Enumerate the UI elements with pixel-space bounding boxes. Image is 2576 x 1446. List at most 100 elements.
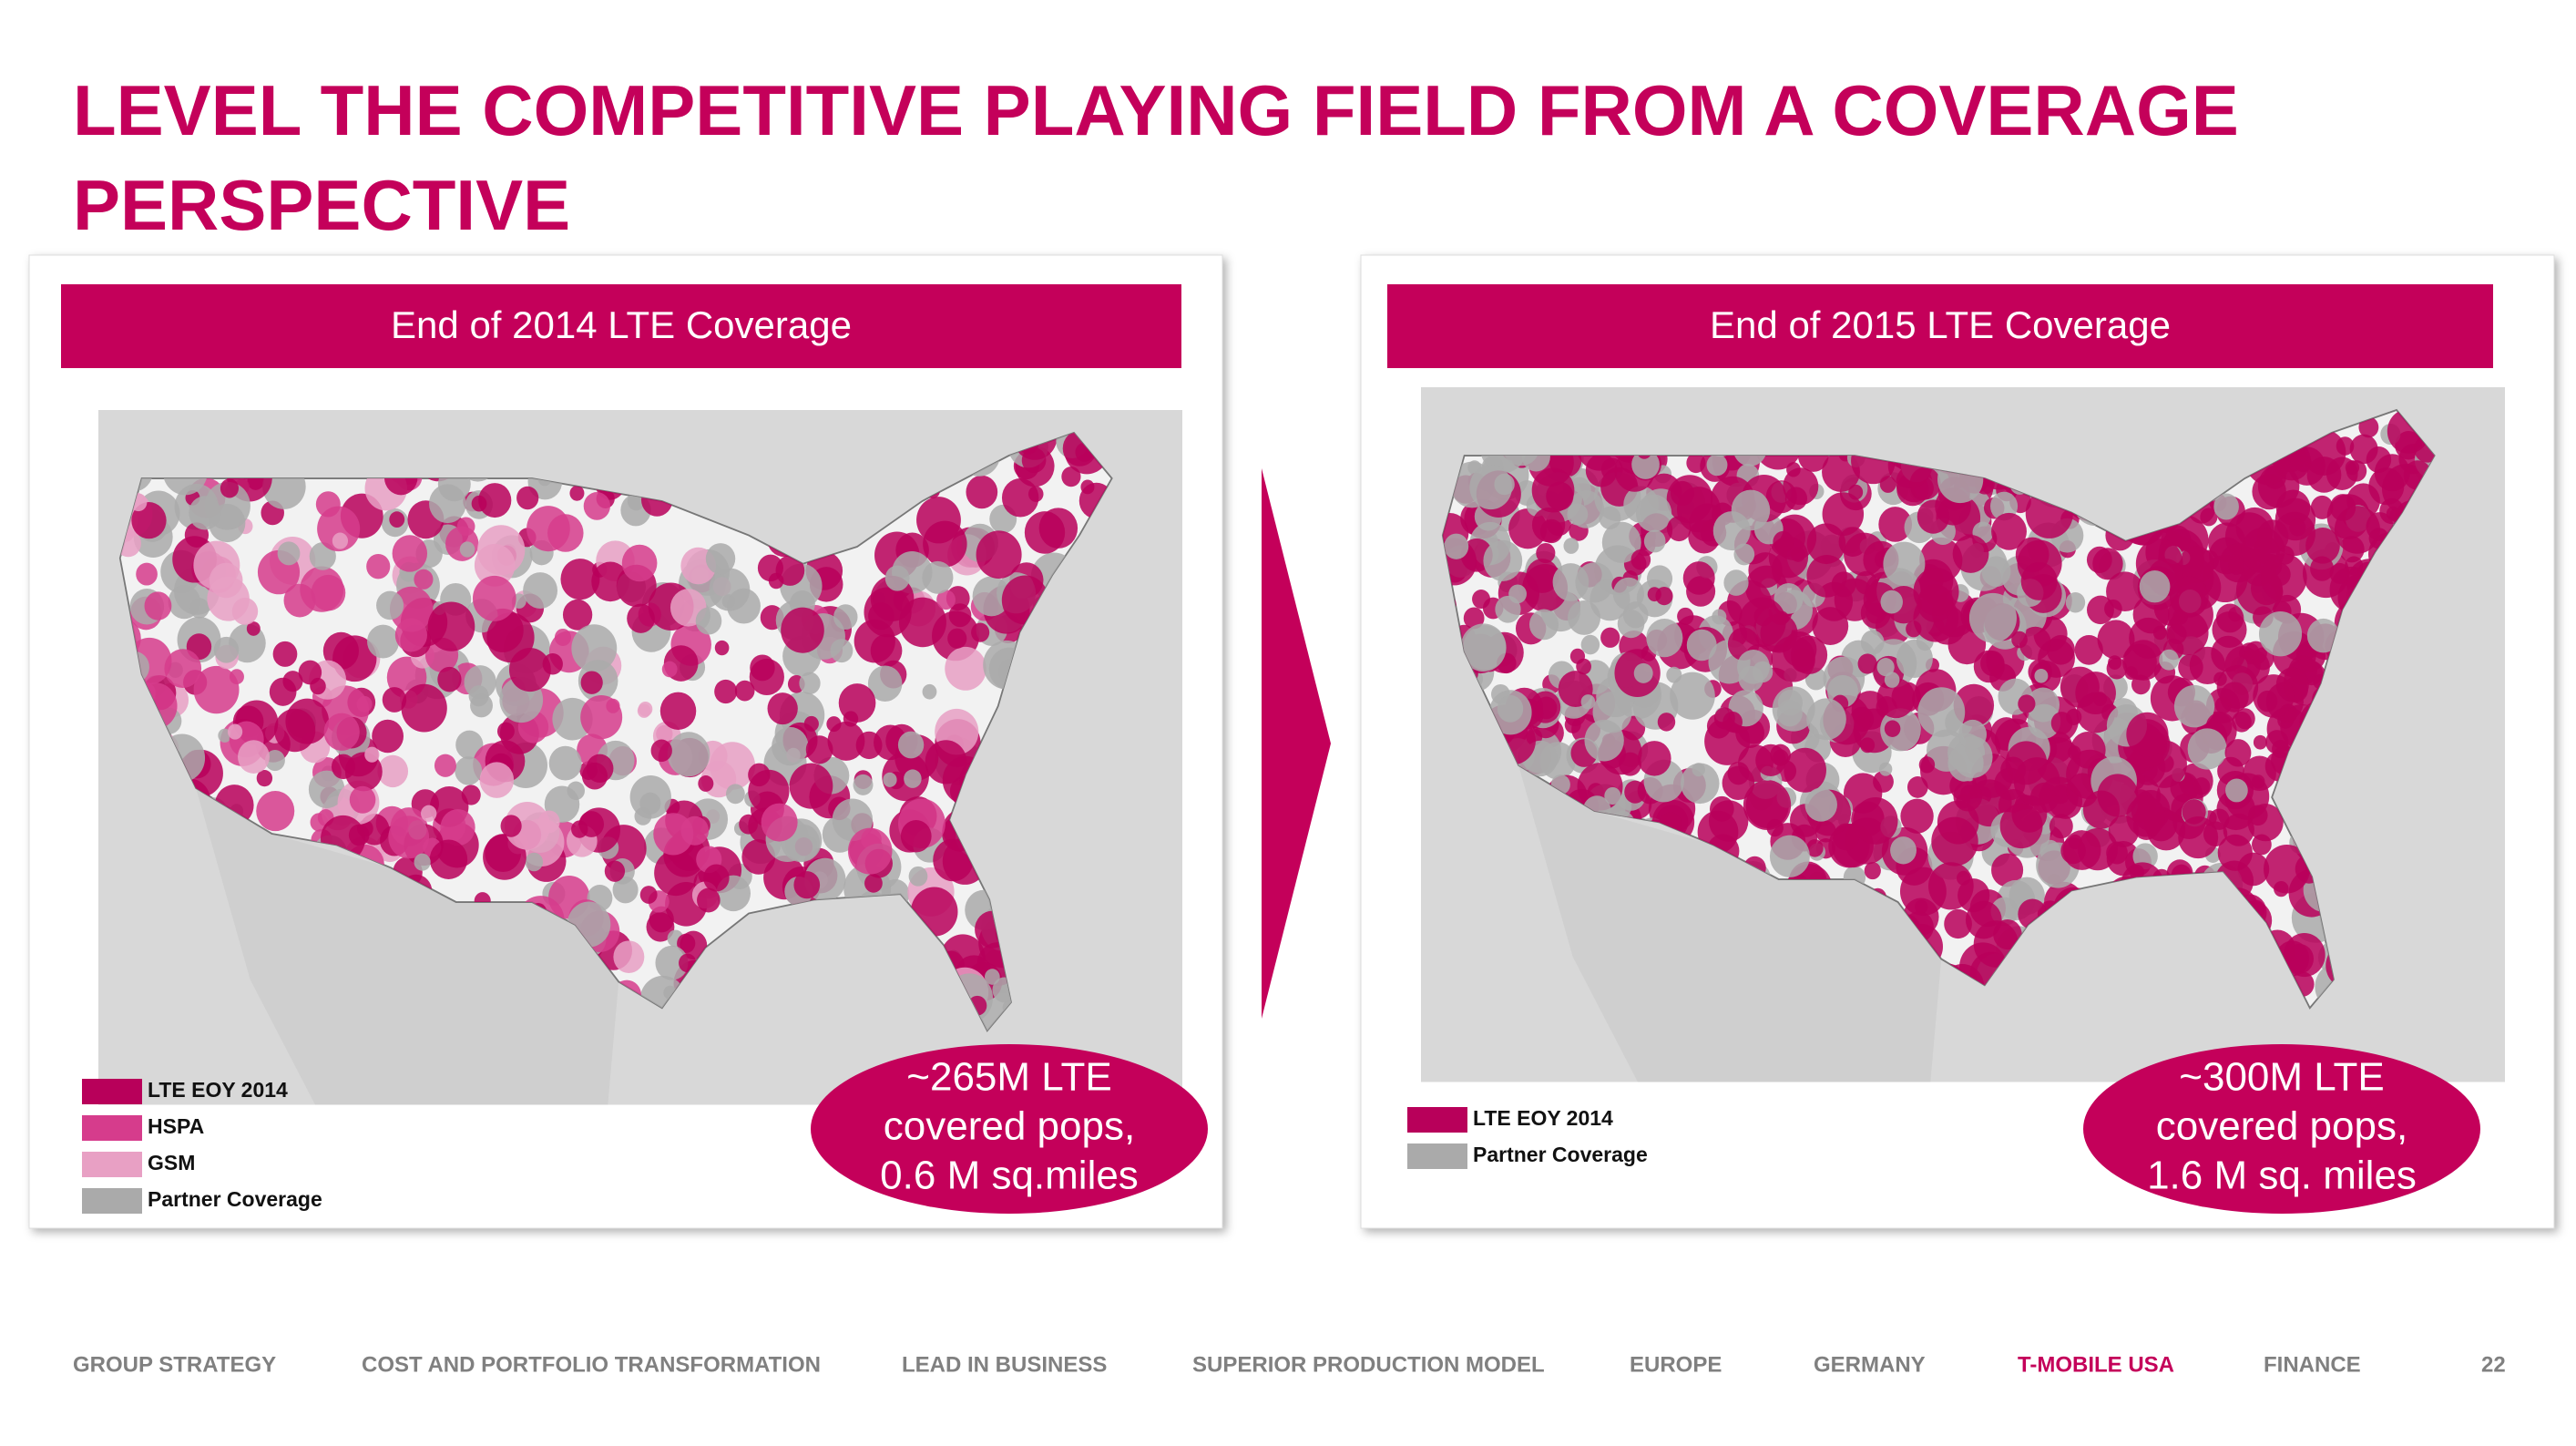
coverage-blob xyxy=(470,693,493,718)
legend-swatch xyxy=(82,1152,142,1177)
coverage-blob xyxy=(1958,878,1990,913)
coverage-blob xyxy=(164,649,202,689)
coverage-blob xyxy=(727,588,761,624)
coverage-blob xyxy=(1991,853,2024,887)
callout-text: covered pops, xyxy=(2156,1104,2407,1149)
coverage-blob xyxy=(726,784,745,805)
coverage-blob xyxy=(1526,559,1559,593)
coverage-blob xyxy=(414,569,434,590)
coverage-blob xyxy=(948,603,972,628)
coverage-blob xyxy=(1880,708,1921,752)
coverage-blob xyxy=(554,628,571,646)
mexico xyxy=(1518,765,1942,1082)
coverage-blob xyxy=(2305,528,2340,564)
coverage-blob xyxy=(1873,770,1894,793)
coverage-blob xyxy=(922,683,937,700)
coverage-blob xyxy=(131,502,167,539)
coverage-blob xyxy=(741,839,776,875)
coverage-blob xyxy=(2306,618,2340,653)
coverage-blob xyxy=(1713,707,1735,730)
coverage-blob xyxy=(1666,516,1692,542)
coverage-blob xyxy=(525,852,544,872)
coverage-blob xyxy=(298,660,322,685)
coverage-blob xyxy=(2139,570,2171,603)
coverage-blob xyxy=(2334,506,2381,554)
coverage-blob xyxy=(789,763,833,809)
coverage-blob xyxy=(2178,546,2214,584)
coverage-blob xyxy=(2019,626,2051,661)
coverage-blob xyxy=(853,774,874,795)
coverage-blob xyxy=(680,930,708,960)
nav-item: COST AND PORTFOLIO TRANSFORMATION xyxy=(362,1352,821,1377)
coverage-blob xyxy=(2345,460,2360,476)
coverage-blob xyxy=(2046,634,2075,665)
coverage-blob xyxy=(1931,816,1978,867)
coverage-blob xyxy=(364,746,380,763)
coverage-blob xyxy=(1769,835,1810,877)
nav-item: GERMANY xyxy=(1814,1352,1926,1377)
coverage-blob xyxy=(1857,653,1877,674)
coverage-blob xyxy=(389,511,405,528)
coverage-blob xyxy=(667,732,710,777)
coverage-blob xyxy=(2167,623,2187,645)
coverage-blob xyxy=(1884,720,1901,737)
coverage-blob xyxy=(803,715,819,732)
coverage-blob xyxy=(827,721,865,761)
coverage-blob xyxy=(272,641,298,667)
footer: GROUP STRATEGY COST AND PORTFOLIO TRANSFO… xyxy=(73,1352,2506,1377)
coverage-blob xyxy=(2264,844,2311,894)
coverage-blob xyxy=(1906,776,1928,798)
coverage-blob xyxy=(168,585,201,620)
coverage-blob xyxy=(1670,480,1694,507)
coverage-blob xyxy=(2067,745,2081,760)
coverage-blob xyxy=(1563,538,1579,554)
coverage-blob xyxy=(799,672,821,695)
coverage-blob xyxy=(277,541,301,566)
callout-text: covered pops, xyxy=(884,1104,1135,1149)
coverage-blob xyxy=(627,603,655,633)
coverage-blob xyxy=(282,671,303,692)
coverage-blob xyxy=(414,853,431,871)
coverage-blob xyxy=(1460,623,1507,672)
coverage-blob xyxy=(562,599,593,631)
coverage-blob xyxy=(2253,734,2267,750)
legend-swatch xyxy=(82,1188,142,1214)
coverage-blob xyxy=(332,532,349,549)
coverage-blob xyxy=(923,520,967,568)
coverage-blob xyxy=(1774,582,1804,614)
coverage-blob xyxy=(256,770,273,787)
coverage-blob xyxy=(1712,511,1751,551)
coverage-blob xyxy=(220,478,239,498)
coverage-blob xyxy=(388,815,430,859)
panels: End of 2014 LTE Coverage LTE EOY 2014 HSPA… xyxy=(28,254,2555,1229)
coverage-blob xyxy=(1657,713,1676,732)
coverage-blob xyxy=(1896,639,1933,679)
coverage-blob xyxy=(308,770,345,809)
coverage-blob xyxy=(1879,476,1896,493)
legend-swatch xyxy=(1407,1107,1467,1133)
coverage-blob xyxy=(1737,650,1770,684)
coverage-blob xyxy=(2086,595,2114,625)
coverage-blob xyxy=(908,866,928,887)
coverage-blob xyxy=(739,814,758,835)
legend-swatch xyxy=(82,1079,142,1104)
callout-text: ~300M LTE xyxy=(2179,1055,2384,1100)
coverage-blob xyxy=(2211,635,2245,672)
coverage-blob xyxy=(897,731,925,759)
coverage-blob xyxy=(136,562,158,586)
coverage-blob xyxy=(1061,466,1081,487)
coverage-blob xyxy=(1723,569,1749,596)
coverage-blob xyxy=(2248,805,2268,826)
coverage-blob xyxy=(1900,798,1934,834)
panel-header-bar xyxy=(1387,284,2493,368)
coverage-blob xyxy=(781,607,824,653)
coverage-blob xyxy=(2074,634,2103,665)
coverage-blob xyxy=(621,544,658,582)
coverage-blob xyxy=(703,864,730,892)
coverage-blob xyxy=(925,740,967,785)
coverage-blob xyxy=(772,726,809,766)
coverage-blob xyxy=(401,683,447,733)
coverage-blob xyxy=(947,628,967,649)
coverage-blob xyxy=(508,648,551,692)
coverage-blob xyxy=(1918,756,1936,774)
